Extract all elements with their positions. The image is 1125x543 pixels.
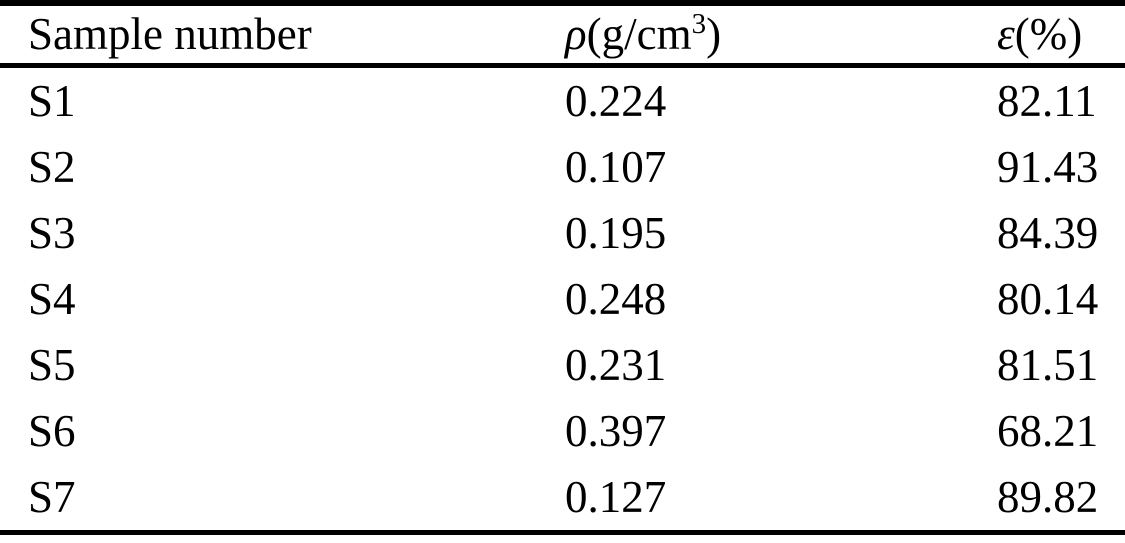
column-header-density: ρ(g/cm3) xyxy=(565,9,997,59)
density-cell: 0.397 xyxy=(565,405,667,456)
porosity-cell: 91.43 xyxy=(997,141,1099,192)
table-row: S7 0.127 89.82 xyxy=(0,464,1125,530)
density-unit-close: ) xyxy=(706,9,722,59)
density-unit-open: (g/cm xyxy=(586,9,692,59)
porosity-cell: 81.51 xyxy=(997,339,1099,390)
table-row: S5 0.231 81.51 xyxy=(0,332,1125,398)
density-cell: 0.195 xyxy=(565,207,667,258)
density-cell: 0.224 xyxy=(565,75,667,126)
sample-cell: S1 xyxy=(28,75,76,126)
density-cell: 0.231 xyxy=(565,339,667,390)
table-row: S4 0.248 80.14 xyxy=(0,266,1125,332)
table-top-rule xyxy=(0,0,1125,6)
table-header-row: Sample number ρ(g/cm3) ε(%) xyxy=(0,6,1125,63)
sample-cell: S4 xyxy=(28,273,76,324)
porosity-unit: (%) xyxy=(1014,9,1083,59)
sample-cell: S5 xyxy=(28,339,76,390)
density-cell: 0.107 xyxy=(565,141,667,192)
density-exponent: 3 xyxy=(691,8,707,40)
rho-symbol: ρ xyxy=(565,9,587,59)
table-row: S2 0.107 91.43 xyxy=(0,134,1125,200)
density-cell: 0.248 xyxy=(565,273,667,324)
porosity-cell: 89.82 xyxy=(997,471,1099,522)
table-row: S6 0.397 68.21 xyxy=(0,398,1125,464)
sample-cell: S3 xyxy=(28,207,76,258)
table-row: S1 0.224 82.11 xyxy=(0,68,1125,134)
table-row: S3 0.195 84.39 xyxy=(0,200,1125,266)
sample-cell: S2 xyxy=(28,141,76,192)
epsilon-symbol: ε xyxy=(997,9,1015,59)
column-header-porosity: ε(%) xyxy=(997,12,1125,57)
sample-cell: S6 xyxy=(28,405,76,456)
porosity-cell: 68.21 xyxy=(997,405,1099,456)
column-header-sample-number: Sample number xyxy=(28,9,312,59)
porosity-cell: 80.14 xyxy=(997,273,1099,324)
table-bottom-rule xyxy=(0,530,1125,535)
sample-cell: S7 xyxy=(28,471,76,522)
porosity-cell: 84.39 xyxy=(997,207,1099,258)
table-header-rule xyxy=(0,63,1125,68)
porosity-cell: 82.11 xyxy=(997,75,1097,126)
density-cell: 0.127 xyxy=(565,471,667,522)
